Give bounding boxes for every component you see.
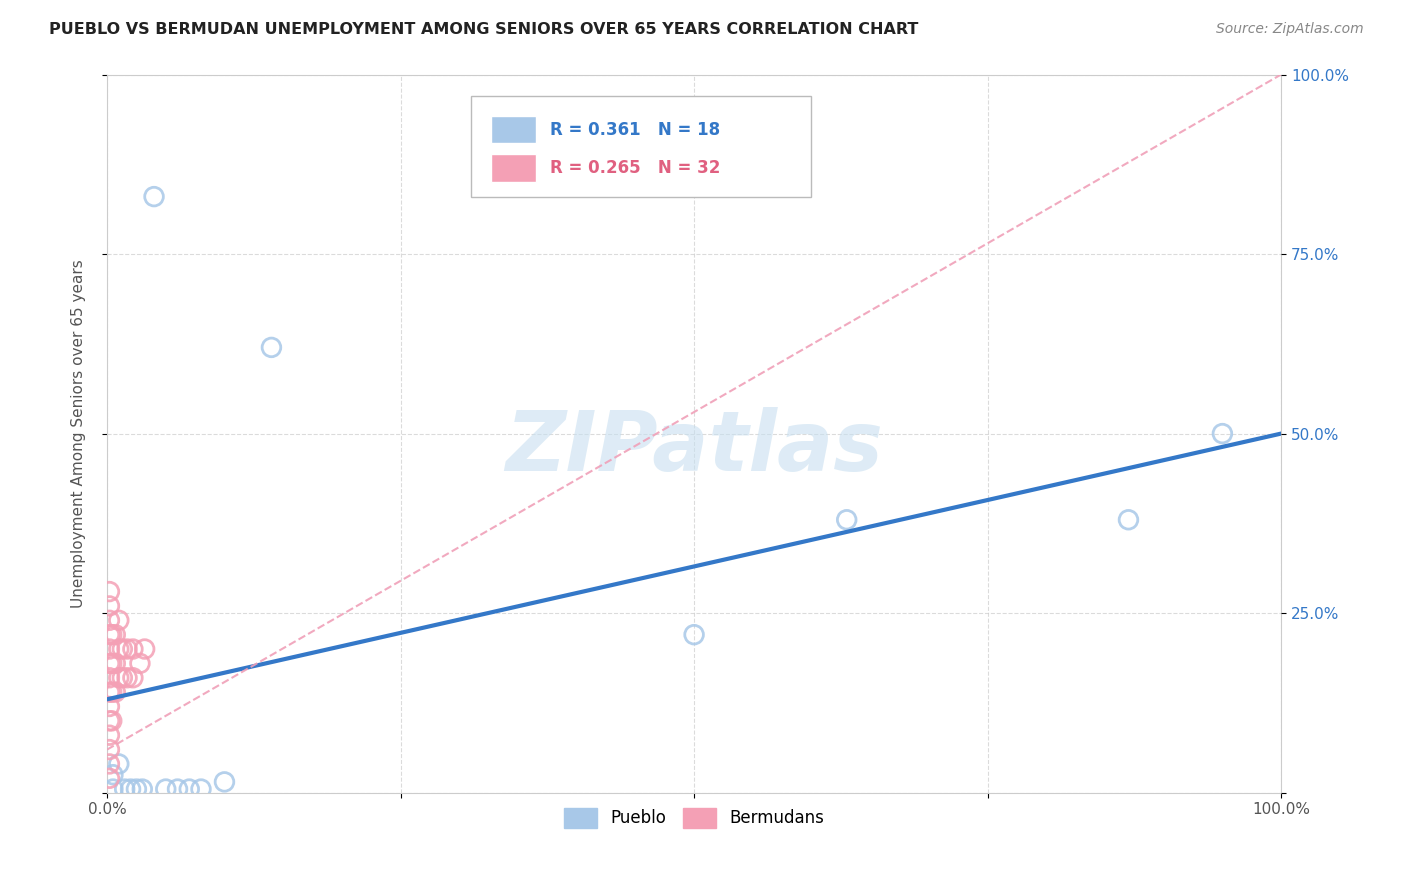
Point: [98, 772, 121, 786]
Point: [108, 756, 131, 771]
Point: [143, 189, 166, 203]
Point: [190, 782, 212, 797]
Point: [100, 714, 122, 728]
Point: [98, 671, 121, 685]
Point: [101, 767, 124, 781]
Point: [155, 782, 177, 797]
Point: [98, 642, 121, 657]
Point: [120, 782, 142, 797]
Point: [108, 613, 131, 627]
Point: [98, 742, 121, 756]
Point: [114, 782, 136, 797]
Point: [115, 671, 138, 685]
Point: [104, 657, 127, 671]
Point: [122, 642, 145, 657]
Point: [683, 628, 706, 642]
Point: [98, 628, 121, 642]
Point: [100, 685, 122, 699]
Point: [100, 628, 122, 642]
Text: Source: ZipAtlas.com: Source: ZipAtlas.com: [1216, 22, 1364, 37]
Text: PUEBLO VS BERMUDAN UNEMPLOYMENT AMONG SENIORS OVER 65 YEARS CORRELATION CHART: PUEBLO VS BERMUDAN UNEMPLOYMENT AMONG SE…: [49, 22, 918, 37]
Point: [98, 613, 121, 627]
Point: [179, 782, 201, 797]
Y-axis label: Unemployment Among Seniors over 65 years: Unemployment Among Seniors over 65 years: [72, 260, 86, 608]
Point: [98, 584, 121, 599]
Text: R = 0.361   N = 18: R = 0.361 N = 18: [550, 120, 720, 139]
Point: [166, 782, 188, 797]
Point: [214, 775, 236, 789]
FancyBboxPatch shape: [471, 96, 811, 196]
Point: [835, 513, 858, 527]
FancyBboxPatch shape: [491, 116, 536, 144]
Text: R = 0.265   N = 32: R = 0.265 N = 32: [550, 159, 720, 177]
Point: [115, 642, 138, 657]
Point: [100, 657, 122, 671]
Point: [98, 714, 121, 728]
Point: [111, 642, 134, 657]
Point: [104, 628, 127, 642]
Point: [98, 756, 121, 771]
Point: [98, 685, 121, 699]
Point: [98, 657, 121, 671]
Point: [1118, 513, 1140, 527]
Point: [98, 728, 121, 742]
Point: [131, 782, 153, 797]
Point: [1211, 426, 1233, 441]
Point: [98, 699, 121, 714]
Point: [122, 671, 145, 685]
Point: [111, 671, 134, 685]
Point: [260, 340, 283, 354]
Point: [101, 782, 124, 797]
Point: [108, 642, 131, 657]
Point: [129, 657, 152, 671]
Point: [108, 671, 131, 685]
Text: ZIPatlas: ZIPatlas: [505, 408, 883, 489]
Point: [98, 599, 121, 613]
Legend: Pueblo, Bermudans: Pueblo, Bermudans: [557, 801, 831, 835]
Point: [134, 642, 156, 657]
FancyBboxPatch shape: [491, 154, 536, 182]
Point: [125, 782, 148, 797]
Point: [104, 685, 127, 699]
